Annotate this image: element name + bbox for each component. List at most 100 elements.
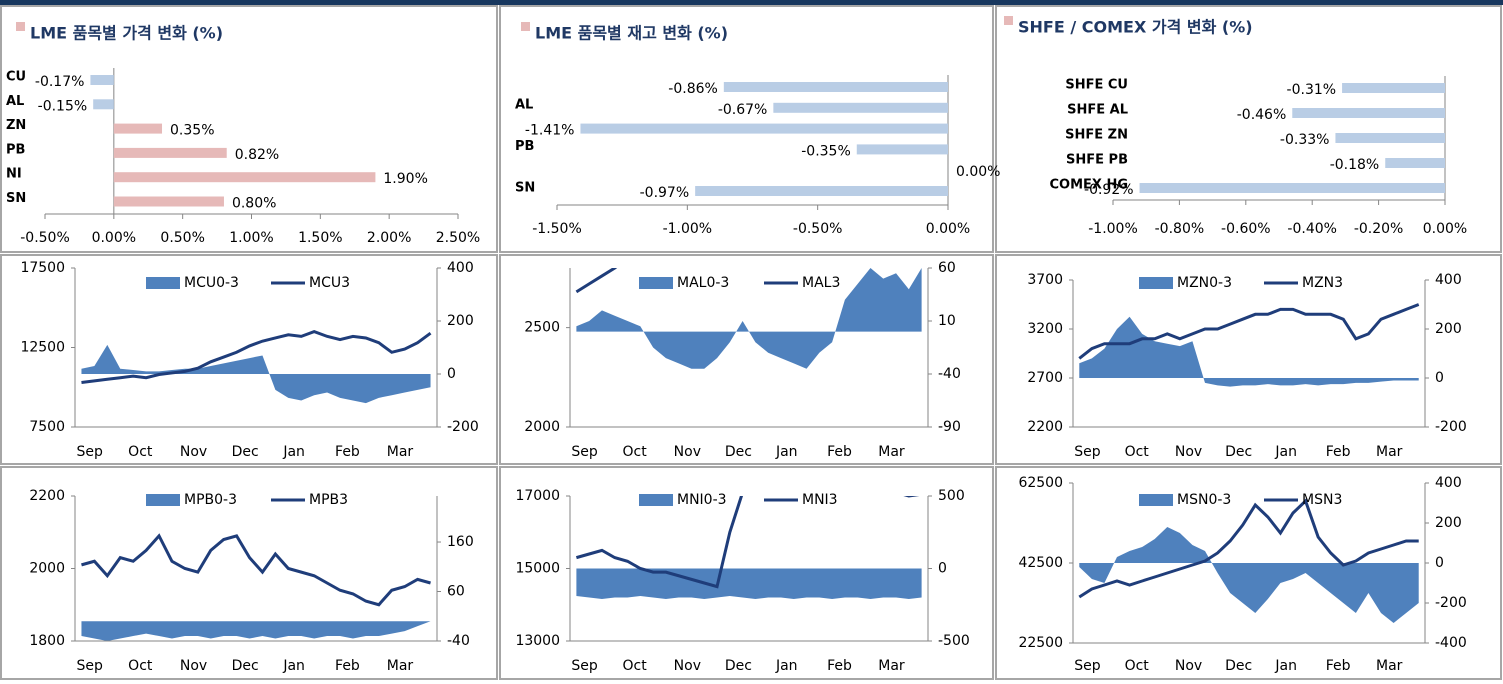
plot-area <box>81 332 430 404</box>
x-tick-label: Dec <box>232 444 259 460</box>
category-label: SHFE AL <box>1067 103 1128 118</box>
y-tick-label: 12500 <box>20 340 65 356</box>
y-tick-label: 62500 <box>1018 475 1063 491</box>
y2-tick-label: -400 <box>1435 635 1467 651</box>
legend-label: MZN0-3 <box>1177 275 1232 291</box>
x-tick-label: Jan <box>1274 444 1297 460</box>
x-tick-label: Nov <box>674 444 701 460</box>
y2-tick-label: -40 <box>447 633 470 649</box>
category-label: CU <box>6 70 26 85</box>
legend-swatch <box>146 494 180 506</box>
x-tick-label: Feb <box>827 658 852 674</box>
category-label: SHFE PB <box>1066 153 1128 168</box>
legend-label: MNI3 <box>802 492 838 508</box>
plot-area <box>576 478 921 599</box>
y-tick-label: 13000 <box>515 633 560 649</box>
x-tick-label: Feb <box>335 444 360 460</box>
y2-tick-label: -90 <box>938 419 961 435</box>
legend-swatch <box>639 494 673 506</box>
x-tick-label: Sep <box>1074 658 1101 674</box>
value-label: -0.33% <box>1280 132 1330 148</box>
x-tick-label: Nov <box>674 658 701 674</box>
legend-label: MZN3 <box>1302 275 1343 291</box>
x-tick-label: 0.00% <box>926 221 970 237</box>
x-tick-label: Jan <box>775 658 798 674</box>
bar <box>114 148 227 158</box>
y2-tick-label: -200 <box>1435 419 1467 435</box>
y2-tick-label: 0 <box>938 561 947 577</box>
value-label: -0.86% <box>668 81 718 97</box>
x-tick-label: Oct <box>623 658 648 674</box>
y-tick-label: 2000 <box>29 561 65 577</box>
category-label: PB <box>6 142 25 157</box>
y2-tick-label: -200 <box>1435 595 1467 611</box>
bar <box>773 103 948 113</box>
value-label: -0.18% <box>1330 157 1380 173</box>
y2-tick-label: 10 <box>938 313 956 329</box>
value-label: -0.97% <box>640 185 690 201</box>
bar <box>695 186 948 196</box>
x-tick-label: -1.00% <box>663 221 713 237</box>
bar <box>114 197 224 207</box>
x-tick-label: Sep <box>571 444 598 460</box>
x-tick-label: Nov <box>1175 444 1202 460</box>
category-label: PB <box>515 139 534 154</box>
legend-label: MSN0-3 <box>1177 492 1231 508</box>
y2-tick-label: -200 <box>447 419 479 435</box>
x-tick-label: Sep <box>76 444 103 460</box>
x-tick-label: Feb <box>1326 444 1351 460</box>
y2-tick-label: 200 <box>447 313 474 329</box>
y-tick-label: 2000 <box>524 419 560 435</box>
bar <box>1335 133 1445 143</box>
y2-tick-label: 400 <box>447 260 474 276</box>
line <box>81 536 430 605</box>
y2-tick-label: -40 <box>938 366 961 382</box>
area <box>576 569 921 599</box>
x-tick-label: -1.50% <box>532 221 582 237</box>
category-label: AL <box>6 94 24 109</box>
chart-title: SHFE / COMEX 가격 변화 (%) <box>1018 18 1253 37</box>
x-tick-label: Sep <box>1074 444 1101 460</box>
y2-tick-label: 400 <box>1435 272 1462 288</box>
x-tick-label: -0.20% <box>1354 221 1404 237</box>
x-tick-label: Mar <box>1376 658 1403 674</box>
x-tick-label: Nov <box>180 444 207 460</box>
bar <box>1292 108 1445 118</box>
y2-tick-label: 160 <box>447 534 474 550</box>
bar <box>857 144 948 154</box>
dashboard: LME 품목별 가격 변화 (%)-0.50%0.00%0.50%1.00%1.… <box>0 0 1503 680</box>
y2-tick-label: 0 <box>1435 370 1444 386</box>
value-label: -0.15% <box>38 98 88 114</box>
category-label: SHFE CU <box>1065 78 1128 93</box>
value-label: -0.31% <box>1287 82 1337 98</box>
y-tick-label: 7500 <box>29 419 65 435</box>
y2-tick-label: 500 <box>938 488 965 504</box>
bar <box>114 124 162 134</box>
y-tick-label: 15000 <box>515 561 560 577</box>
y2-tick-label: 400 <box>1435 475 1462 491</box>
x-tick-label: Dec <box>1225 658 1252 674</box>
value-label: 0.82% <box>235 147 279 163</box>
area <box>1079 527 1418 623</box>
x-tick-label: Mar <box>387 444 414 460</box>
legend-swatch <box>146 277 180 289</box>
y-tick-label: 1800 <box>29 633 65 649</box>
x-tick-label: Oct <box>1125 444 1150 460</box>
legend-label: MCU0-3 <box>184 275 239 291</box>
x-tick-label: Sep <box>76 658 103 674</box>
title-marker <box>16 22 25 31</box>
top-bar <box>0 0 1503 5</box>
value-label: -0.92% <box>1084 182 1134 198</box>
x-tick-label: Jan <box>282 658 305 674</box>
value-label: -0.67% <box>718 102 768 118</box>
x-tick-label: Jan <box>282 444 305 460</box>
title-marker <box>1004 16 1013 25</box>
legend-label: MPB3 <box>309 492 348 508</box>
y-tick-label: 3200 <box>1027 321 1063 337</box>
x-tick-label: Dec <box>725 444 752 460</box>
legend-label: MAL3 <box>802 275 840 291</box>
bar <box>1342 83 1445 93</box>
x-tick-label: 0.00% <box>92 230 136 246</box>
bar <box>1140 183 1445 193</box>
y2-tick-label: 60 <box>938 260 956 276</box>
